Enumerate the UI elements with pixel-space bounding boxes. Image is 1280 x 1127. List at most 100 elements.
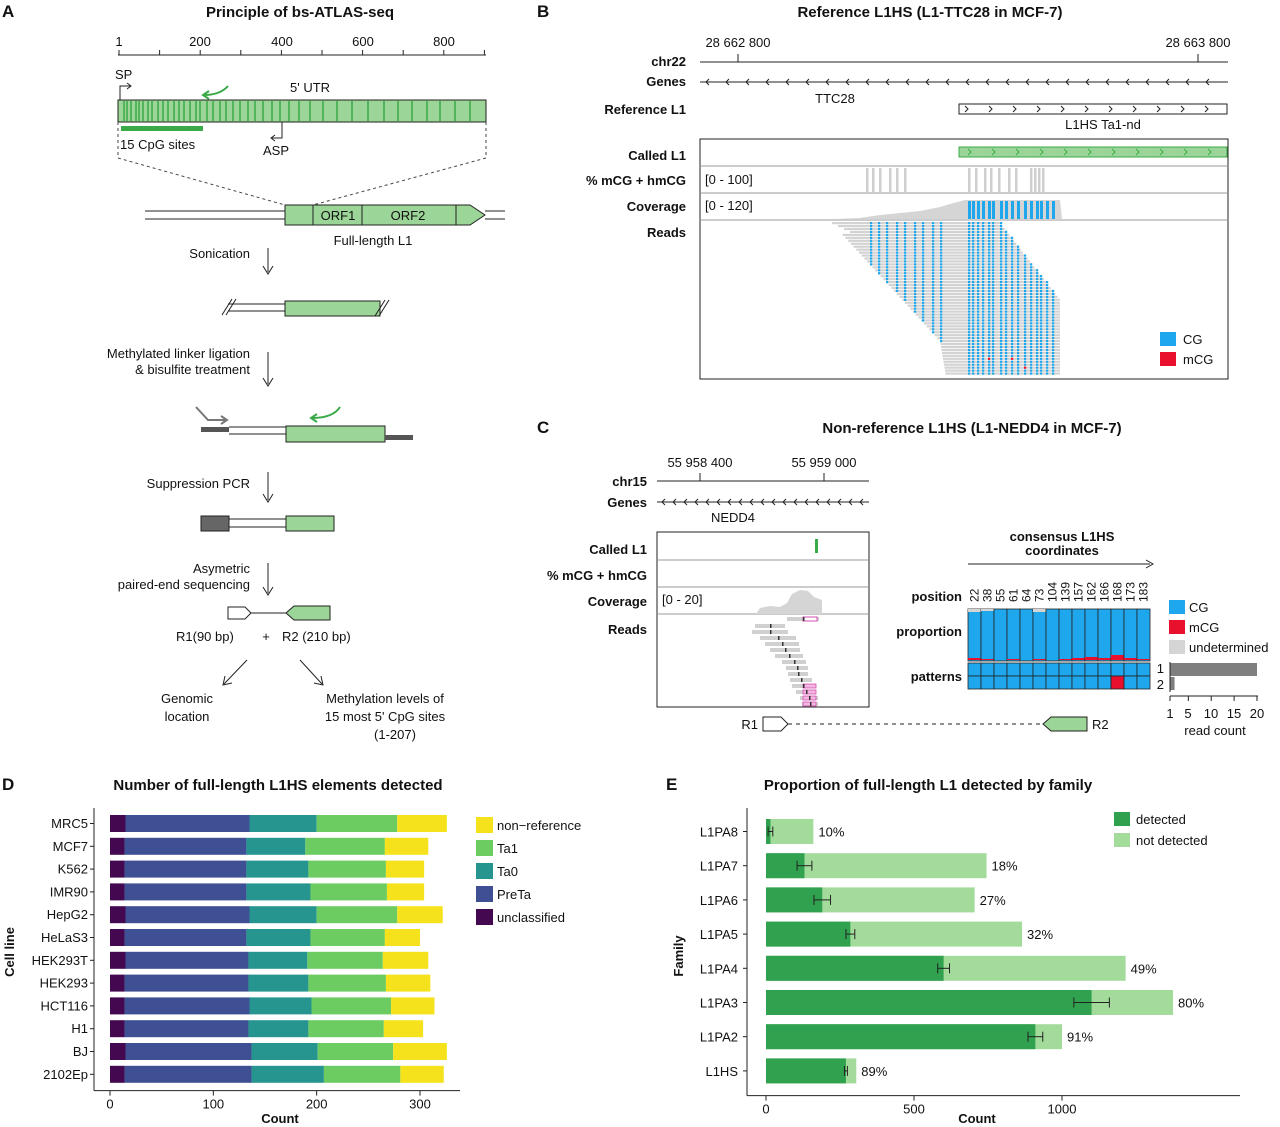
bar-segment-Ta0	[246, 883, 311, 901]
read-cpg	[878, 239, 881, 242]
legend-mcg-swatch	[1160, 352, 1176, 366]
read-cpg	[904, 278, 907, 281]
read-cpg	[878, 266, 881, 269]
strand-arrow-icon	[1012, 105, 1017, 113]
read-cpg	[940, 301, 943, 304]
read-cpg	[932, 298, 935, 301]
read-cpg	[992, 313, 995, 316]
read-cpg	[940, 337, 943, 340]
read-cpg	[1000, 269, 1003, 272]
proportion-cell	[1045, 608, 1060, 662]
read-cpg	[1036, 322, 1039, 325]
read-cpg	[977, 351, 980, 354]
mcg-bar	[904, 168, 907, 192]
read-cpg	[972, 372, 975, 375]
read-cpg	[1011, 272, 1014, 275]
read-cpg	[870, 254, 873, 257]
read-cpg	[1040, 295, 1043, 298]
read-cpg	[1024, 354, 1027, 357]
primer-arrow-icon	[311, 406, 341, 419]
read-cpg	[1052, 348, 1055, 352]
position-label: 183	[1137, 582, 1151, 602]
read-cpg	[914, 245, 917, 248]
read-cpg	[972, 281, 975, 284]
read-cpg	[886, 254, 889, 257]
read-cpg	[982, 278, 985, 281]
read-cpg	[968, 289, 971, 293]
read-cpg	[1052, 325, 1055, 328]
ruler-tick-label: 800	[433, 34, 455, 49]
read-cpg	[1052, 289, 1055, 293]
read-cpg	[1017, 301, 1020, 304]
read-cpg	[977, 363, 980, 366]
read-cpg	[1011, 248, 1014, 251]
read-cpg	[992, 283, 995, 287]
legend-mcg-label: mCG	[1189, 620, 1219, 635]
read-cpg	[878, 242, 881, 245]
read-count-ticks	[1169, 696, 1258, 701]
bar-segment-Ta1	[307, 951, 383, 969]
read-cpg	[940, 325, 943, 328]
read-cpg	[1024, 257, 1027, 260]
read-cpg	[922, 263, 925, 266]
read-cpg	[940, 257, 943, 260]
read-cpg	[1011, 269, 1014, 272]
read-cpg	[1005, 266, 1008, 269]
read-cpg	[1024, 319, 1027, 322]
read-cpg	[968, 345, 971, 349]
coverage-cg-bar	[1011, 201, 1014, 219]
read-cpg	[968, 227, 971, 231]
read-mismatch	[809, 696, 811, 700]
read-cpg	[1017, 281, 1020, 284]
read-cpg	[1046, 340, 1049, 343]
read-cpg	[1040, 307, 1043, 310]
read-cpg	[982, 245, 985, 248]
bar-segment-Ta1	[316, 906, 398, 924]
zoom-line	[312, 157, 487, 206]
read-cpg	[878, 263, 881, 266]
read-cpg	[896, 269, 899, 272]
read-cpg	[1017, 337, 1020, 340]
igv-frame	[656, 531, 870, 708]
read-cpg	[922, 257, 925, 260]
read-cpg	[904, 283, 907, 287]
strand-arrow-icon	[965, 78, 970, 86]
read-cpg	[1005, 307, 1008, 310]
pattern-cell	[1045, 662, 1060, 677]
read-cpg	[904, 281, 907, 284]
strand-arrow-icon	[988, 105, 993, 113]
read-cpg	[1000, 328, 1003, 331]
read-cpg	[977, 369, 980, 372]
read-cpg	[1046, 331, 1049, 334]
read-cpg	[886, 275, 889, 278]
read-cpg	[1040, 310, 1043, 313]
read-cpg	[932, 286, 935, 290]
read-cpg	[977, 334, 980, 337]
read-cpg	[988, 325, 991, 328]
read-cpg	[982, 222, 985, 225]
read-cpg	[988, 254, 991, 257]
read-cpg	[932, 242, 935, 245]
proportion-label: proportion	[896, 624, 962, 639]
read-cpg	[988, 239, 991, 242]
x-tick-label: 0	[762, 1102, 769, 1117]
read-cpg	[1024, 325, 1027, 328]
bar-segment-Ta1	[311, 997, 392, 1015]
read-cpg	[1036, 275, 1039, 278]
position-label: 166	[1098, 582, 1112, 602]
bar-segment-non-reference	[384, 837, 429, 855]
consensus-title: consensus L1HS	[1010, 529, 1115, 544]
read	[945, 369, 1060, 372]
gene-strand-ticks	[705, 78, 1210, 86]
read-cpg	[1030, 304, 1033, 307]
read-cpg	[972, 269, 975, 272]
read-cpg	[1046, 301, 1049, 304]
read-cpg	[896, 272, 899, 275]
bar-segment-non-reference	[386, 883, 425, 901]
read-cpg	[896, 233, 899, 236]
read-cpg	[972, 251, 975, 254]
bar-segment-PreTa	[124, 997, 250, 1015]
primer-arrowhead-icon	[201, 90, 210, 100]
read	[850, 230, 1007, 234]
panel-b-title: Reference L1HS (L1-TTC28 in MCF-7)	[797, 4, 1062, 21]
